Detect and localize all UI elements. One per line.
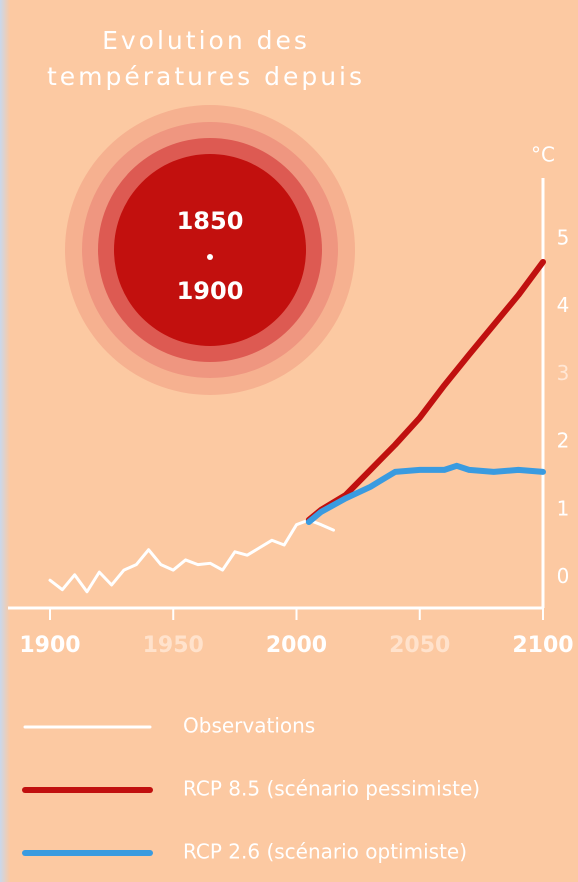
x-tick-label: 2000 — [266, 633, 327, 658]
x-tick-label: 2100 — [512, 633, 573, 658]
x-tick-label: 2050 — [389, 633, 450, 658]
series-line — [48, 518, 335, 594]
edge — [0, 0, 10, 882]
y-tick-label: 3 — [557, 361, 570, 385]
series-line — [305, 462, 546, 525]
x-tick-label: 1900 — [19, 633, 80, 658]
period-end: 1900 — [177, 277, 244, 305]
circle — [114, 154, 306, 346]
y-tick-label: 4 — [557, 293, 570, 317]
period-start: 1850 — [177, 207, 244, 235]
legend-label: RCP 8.5 (scénario pessimiste) — [183, 777, 480, 801]
title-line: Evolution des — [102, 26, 310, 55]
legend-label: Observations — [183, 714, 315, 738]
title-line: températures depuis — [47, 62, 365, 91]
bullet — [207, 254, 213, 260]
y-tick-label: 1 — [557, 496, 570, 520]
y-tick-label: 2 — [557, 429, 570, 453]
y-tick-label: 0 — [557, 564, 570, 588]
legend-label: RCP 2.6 (scénario optimiste) — [183, 840, 467, 864]
y-tick-label: 5 — [557, 225, 570, 249]
y-unit: °C — [531, 143, 555, 167]
x-tick-label: 1950 — [143, 633, 204, 658]
